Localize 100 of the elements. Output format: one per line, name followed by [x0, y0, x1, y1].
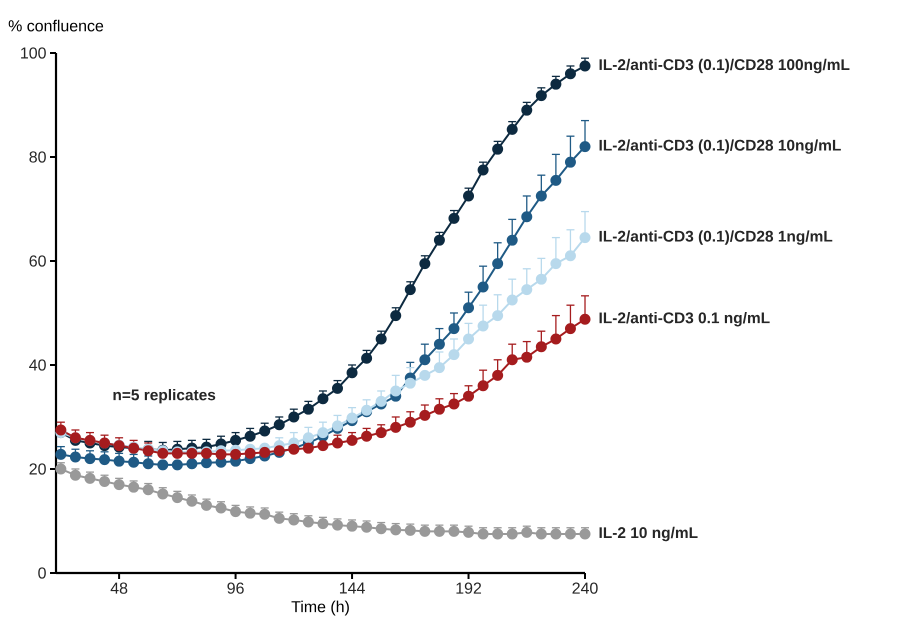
point [492, 258, 504, 270]
x-tick-label: 96 [227, 582, 244, 594]
point [346, 367, 358, 378]
point [274, 512, 285, 524]
point [506, 234, 518, 246]
point [390, 524, 402, 536]
point [288, 411, 300, 422]
point [361, 430, 372, 442]
point [244, 448, 256, 459]
point [200, 500, 212, 511]
point [434, 362, 445, 374]
point [478, 320, 489, 332]
point [521, 104, 532, 116]
point [448, 323, 460, 334]
series-label: IL-2/anti-CD3 0.1 ng/mL [600, 312, 770, 326]
point [84, 472, 96, 484]
point [302, 404, 314, 415]
y-tick-label: 20 [30, 463, 46, 475]
point [463, 526, 474, 538]
point [506, 124, 518, 135]
y-tick-label: 80 [29, 151, 46, 163]
point [172, 492, 183, 504]
annotation: n=5 replicates [113, 388, 216, 404]
x-axis-title: Time (h) [292, 600, 349, 616]
point [536, 190, 547, 202]
point [99, 454, 110, 466]
point [200, 457, 212, 468]
point [448, 398, 460, 410]
point [346, 412, 358, 424]
x-tick-label: 240 [572, 582, 598, 594]
point [404, 284, 416, 296]
point [521, 284, 532, 296]
point [376, 333, 387, 344]
point [521, 211, 532, 222]
point [376, 523, 387, 534]
point [463, 333, 474, 344]
point [448, 212, 460, 224]
series-label: IL-2/anti-CD3 (0.1)/CD28 10ng/mL [600, 139, 841, 154]
point [463, 302, 474, 314]
point [506, 294, 518, 306]
point [390, 422, 402, 433]
point [478, 380, 489, 392]
point [84, 453, 96, 464]
point [536, 528, 547, 540]
point [419, 410, 430, 421]
point [419, 258, 430, 270]
point [580, 314, 591, 325]
y-tick-label: 40 [29, 359, 46, 371]
point [404, 378, 416, 389]
point [128, 482, 140, 493]
point [564, 250, 576, 262]
point [317, 427, 328, 438]
series-label: IL-2/anti-CD3 (0.1)/CD28 1ng/mL [600, 230, 832, 245]
point [478, 528, 489, 540]
x-tick-label: 48 [110, 582, 128, 594]
point [419, 354, 430, 366]
point [172, 459, 183, 470]
point [580, 232, 591, 244]
point [317, 440, 328, 452]
point [244, 430, 256, 442]
point [419, 526, 430, 537]
point [564, 323, 576, 334]
point [521, 526, 532, 538]
point [419, 370, 430, 381]
point [274, 419, 285, 430]
point [404, 416, 416, 428]
point [536, 274, 547, 285]
y-tick-label: 60 [30, 255, 46, 267]
point [259, 508, 270, 520]
point [521, 352, 532, 363]
point [332, 382, 343, 394]
point [448, 526, 460, 537]
point [434, 404, 445, 415]
point [492, 144, 504, 155]
y-axis-title: % confluence [8, 20, 104, 32]
point [550, 528, 562, 540]
point [302, 442, 314, 454]
point [434, 234, 445, 246]
point [332, 420, 343, 432]
point [114, 456, 125, 467]
point [550, 258, 562, 270]
point [99, 476, 110, 487]
point [302, 432, 314, 444]
point [216, 448, 227, 460]
y-tick-label: 0 [38, 567, 46, 579]
point [361, 352, 372, 364]
point [216, 502, 227, 514]
point [536, 341, 547, 352]
point [580, 141, 591, 152]
point [463, 390, 474, 402]
point [506, 354, 518, 366]
point [230, 506, 242, 518]
point [230, 434, 242, 446]
point [230, 448, 242, 460]
point [70, 470, 81, 481]
series-label: IL-2/anti-CD3 (0.1)/CD28 100ng/mL [600, 58, 850, 74]
point [564, 68, 576, 80]
point [448, 349, 460, 360]
point [128, 456, 140, 468]
point [288, 514, 300, 526]
